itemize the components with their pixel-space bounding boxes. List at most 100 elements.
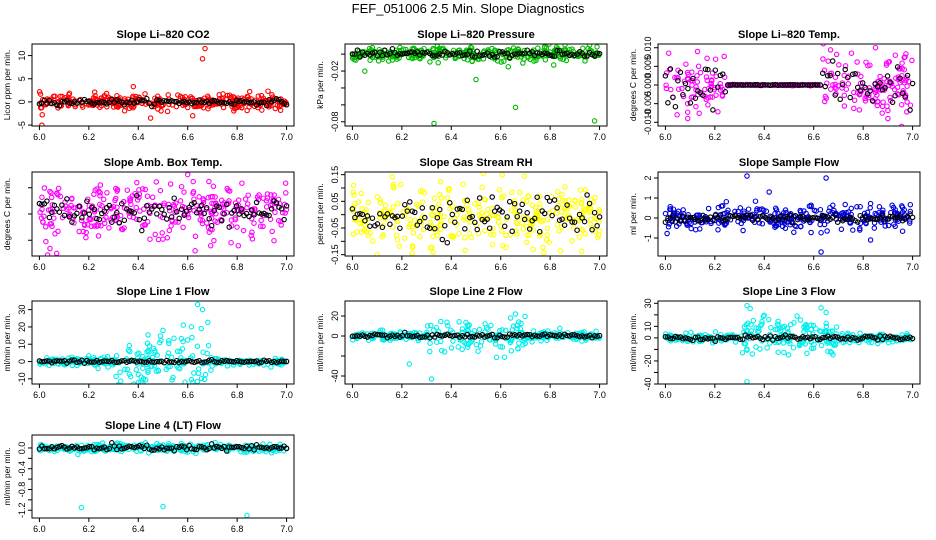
reference-point <box>352 51 358 57</box>
data-point <box>433 339 440 345</box>
data-point <box>702 86 708 93</box>
data-point <box>489 212 496 218</box>
reference-point <box>516 208 523 214</box>
data-point <box>271 237 277 244</box>
reference-point <box>564 202 570 208</box>
reference-point <box>554 205 560 211</box>
x-tick-label: 6.8 <box>231 132 244 142</box>
outlier-point <box>823 309 829 316</box>
reference-point <box>99 98 105 105</box>
reference-point <box>897 75 903 82</box>
reference-point <box>151 203 158 209</box>
y-tick-label: 30 <box>643 298 653 308</box>
data-point <box>542 57 549 63</box>
data-point <box>456 319 462 325</box>
data-point <box>813 208 819 214</box>
data-point <box>180 224 186 231</box>
outlier-point <box>684 115 691 122</box>
data-point <box>885 107 891 114</box>
data-point <box>716 220 722 226</box>
outlier-point <box>744 302 750 309</box>
reference-point <box>139 97 145 104</box>
reference-point <box>168 359 175 365</box>
data-point <box>665 50 672 56</box>
data-point <box>703 96 710 103</box>
data-point <box>788 321 794 328</box>
reference-point <box>715 334 721 340</box>
data-point <box>692 226 699 233</box>
reference-point <box>499 333 505 340</box>
data-point <box>721 53 727 60</box>
reference-point <box>837 336 843 342</box>
data-point <box>530 246 536 253</box>
data-point <box>546 239 552 245</box>
reference-point <box>750 335 756 341</box>
y-tick-label: 0.05 <box>330 193 340 211</box>
data-point <box>409 55 416 62</box>
reference-point <box>544 194 550 201</box>
outlier-point <box>53 250 60 256</box>
reference-point <box>86 359 93 365</box>
reference-point <box>504 214 510 220</box>
reference-point <box>867 216 873 222</box>
reference-point <box>69 219 75 225</box>
data-point <box>544 232 551 238</box>
reference-point <box>236 211 242 217</box>
outlier-point <box>431 120 437 126</box>
reference-point <box>379 52 386 59</box>
panel-points <box>662 173 916 255</box>
data-point <box>455 344 461 350</box>
x-tick-label: 6.0 <box>659 132 672 142</box>
y-tick-label: -40 <box>643 377 653 390</box>
reference-point <box>166 359 172 365</box>
reference-point <box>757 213 764 220</box>
data-point <box>880 207 886 214</box>
reference-point <box>96 216 103 223</box>
data-point <box>586 44 593 48</box>
reference-point <box>672 333 679 340</box>
data-point <box>709 70 716 76</box>
reference-point <box>183 208 190 214</box>
data-point <box>779 223 786 230</box>
data-point <box>97 192 103 199</box>
reference-point <box>377 211 383 217</box>
data-point <box>101 220 108 227</box>
reference-point <box>702 66 709 72</box>
x-tick-label: 6.6 <box>181 524 194 534</box>
data-point <box>557 248 564 254</box>
panel-title: Slope Li–820 CO2 <box>117 29 210 41</box>
x-tick-label: 6.6 <box>181 132 194 142</box>
reference-point <box>561 222 568 228</box>
data-point <box>688 329 694 336</box>
reference-point <box>680 91 686 98</box>
reference-point <box>837 96 843 103</box>
reference-point <box>163 216 170 222</box>
data-point <box>195 370 202 377</box>
data-point <box>523 198 530 205</box>
y-tick-label: -5 <box>17 121 27 129</box>
reference-point <box>114 209 120 216</box>
y-axis-label: degrees C per min. <box>2 178 12 250</box>
reference-point <box>119 446 125 452</box>
data-point <box>204 350 210 357</box>
data-point <box>188 376 195 383</box>
data-point <box>450 338 456 344</box>
data-point <box>843 209 849 216</box>
reference-point <box>720 217 726 224</box>
reference-point <box>76 203 83 209</box>
data-point <box>283 190 289 196</box>
reference-point <box>832 333 838 340</box>
reference-point <box>511 200 518 207</box>
reference-point <box>111 359 118 365</box>
reference-point <box>869 216 876 222</box>
reference-point <box>670 212 676 219</box>
reference-point <box>819 70 826 76</box>
data-point <box>514 322 520 329</box>
data-point <box>493 354 500 361</box>
data-point <box>189 379 196 384</box>
x-tick-label: 7.0 <box>280 390 293 400</box>
data-point <box>81 222 88 229</box>
data-point <box>828 349 835 356</box>
reference-point <box>700 92 706 98</box>
data-point <box>198 375 205 382</box>
